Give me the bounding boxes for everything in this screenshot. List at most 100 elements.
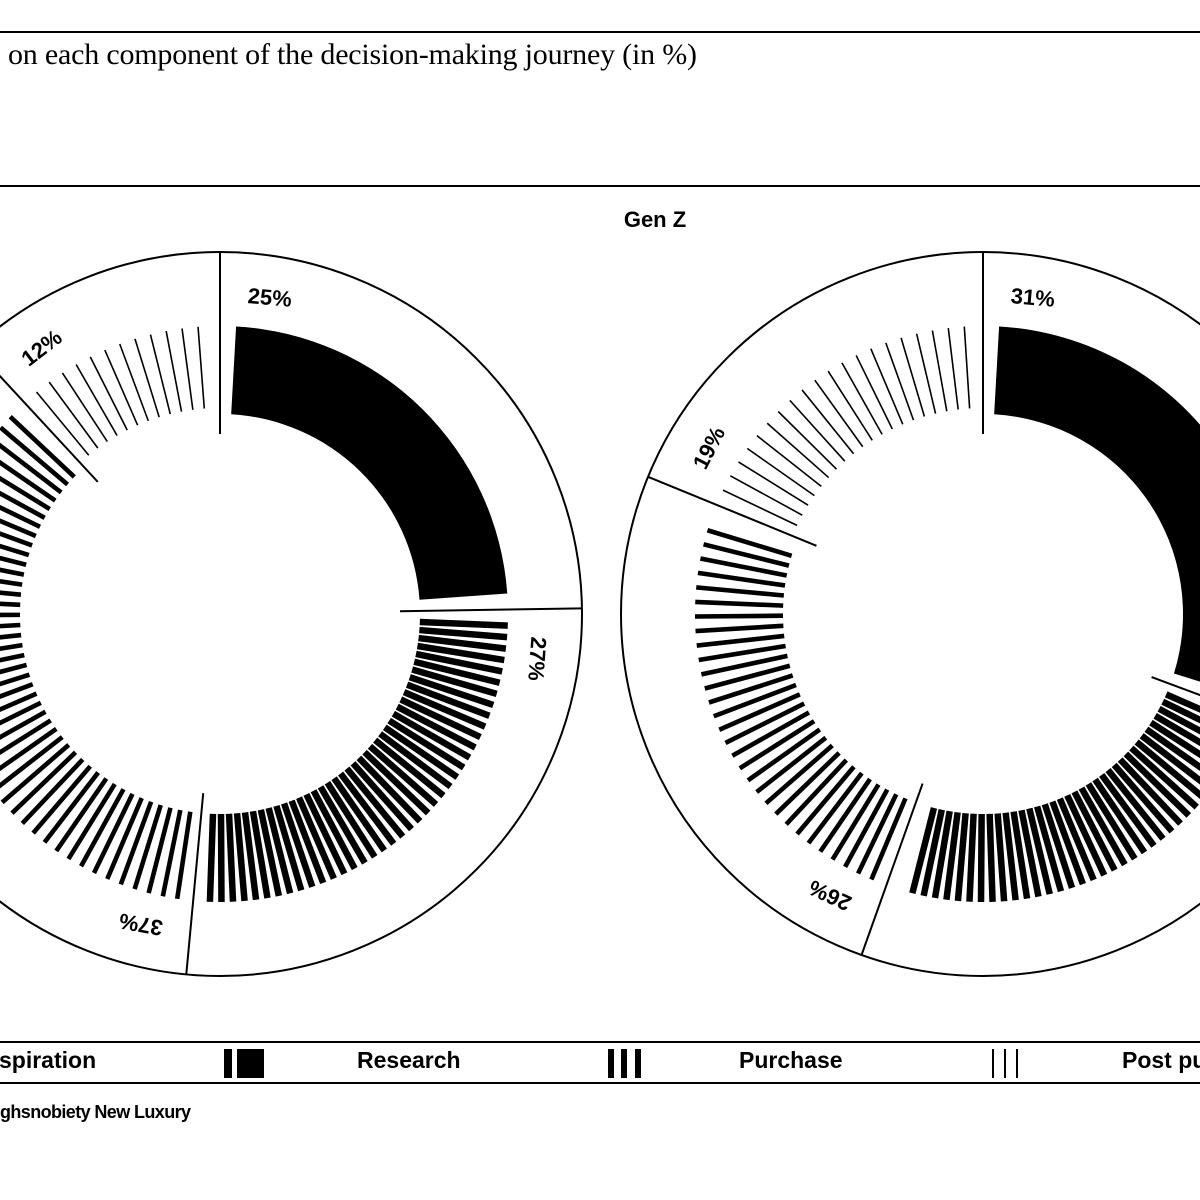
slice-hatch-line xyxy=(0,709,47,740)
slice-label-post-purchase: 12% xyxy=(17,324,67,371)
slice-separator xyxy=(0,374,99,483)
slice-hatch-line xyxy=(1099,773,1157,848)
slice-hatch-line xyxy=(174,811,193,900)
slice-hatch-line xyxy=(1071,790,1118,872)
slice-hatch-line xyxy=(31,764,93,835)
slice-hatch-line xyxy=(310,789,358,871)
slice-hatch-line xyxy=(1157,705,1200,735)
slice-hatch-line xyxy=(378,731,453,790)
slice-hatch-line xyxy=(746,447,815,497)
slice-hatch-line xyxy=(399,696,482,741)
slice-hatch-line xyxy=(415,650,503,675)
slice-hatch-line xyxy=(986,813,996,902)
slice-hatch-line xyxy=(708,673,794,705)
slice-hatch-line xyxy=(909,807,938,895)
slice-hatch-line xyxy=(91,792,135,874)
slice-hatch-line xyxy=(1123,751,1192,818)
slice-separator xyxy=(1151,676,1200,697)
legend-swatch-post-purchase xyxy=(992,1049,1024,1078)
slice-hatch-line xyxy=(746,727,822,783)
slice-hatch-line xyxy=(695,599,784,608)
donut-chart-1: 25% 27% 37% 12% xyxy=(0,251,583,977)
slice-hatch-line xyxy=(362,749,431,816)
slice-hatch-line xyxy=(931,810,953,899)
slice-hatch-line xyxy=(395,703,477,751)
slice-hatch-line xyxy=(104,349,139,426)
slice-hatch-line xyxy=(722,489,798,527)
slice-hatch-line xyxy=(356,755,423,824)
slice-hatch-line xyxy=(273,804,305,892)
slice-hatch-line xyxy=(0,735,64,789)
slice-hatch-line xyxy=(920,809,945,897)
slice-post-purchase xyxy=(35,326,206,456)
slice-hatch-line xyxy=(1018,809,1042,898)
slice-hatch-line xyxy=(197,326,206,409)
slice-separator xyxy=(185,793,205,975)
slice-hatch-line xyxy=(149,334,172,415)
slice-hatch-line xyxy=(764,743,834,806)
slice-hatch-line xyxy=(806,771,864,845)
slice-hatch-line xyxy=(1134,739,1200,799)
slice-hatch-line xyxy=(1117,757,1183,826)
slice-separator xyxy=(860,783,924,956)
slice-hatch-line xyxy=(977,813,985,903)
header-rule xyxy=(0,185,1200,187)
slice-hatch-line xyxy=(784,758,849,826)
slice-hatch-line xyxy=(1064,794,1108,877)
slice-hatch-line xyxy=(118,343,150,422)
slice-hatch-line xyxy=(0,518,37,539)
slice-hatch-line xyxy=(841,362,883,435)
slice-hatch-line xyxy=(0,504,42,529)
slice-hatch-line xyxy=(706,528,793,559)
slice-hatch-line xyxy=(966,813,977,902)
slice-hatch-line xyxy=(331,776,387,853)
slice-hatch-line xyxy=(0,590,22,597)
slice-hatch-line xyxy=(699,556,788,578)
slice-hatch-line xyxy=(0,622,21,629)
slice-research xyxy=(909,691,1200,903)
legend-swatch-research xyxy=(224,1049,264,1078)
slice-hatch-line xyxy=(0,652,25,663)
slice-hatch-line xyxy=(801,389,855,455)
slice-hatch-line xyxy=(66,782,117,861)
slice-hatch-line xyxy=(0,459,57,503)
slice-label-purchase: 26% xyxy=(805,875,855,916)
slice-hatch-line xyxy=(1002,812,1019,901)
slice-hatch-line xyxy=(795,765,856,836)
slice-hatch-line xyxy=(766,422,830,479)
slice-hatch-line xyxy=(963,326,971,409)
slice-hatch-line xyxy=(855,355,894,430)
slice-separator xyxy=(647,475,817,547)
slice-hatch-line xyxy=(249,810,271,899)
slice-hatch-line xyxy=(700,653,788,677)
slice-hatch-line xyxy=(900,337,926,417)
slice-hatch-line xyxy=(225,813,237,902)
slice-hatch-line xyxy=(418,634,507,652)
slice-hatch-line xyxy=(413,658,501,686)
slice-label-purchase: 37% xyxy=(117,908,165,941)
slice-hatch-line xyxy=(756,434,822,488)
slice-hatch-line xyxy=(0,700,42,726)
slice-hatch-line xyxy=(954,812,969,902)
slice-hatch-line xyxy=(1129,745,1199,810)
slice-hatch-line xyxy=(405,681,491,719)
slice-post-purchase xyxy=(722,326,971,527)
slice-hatch-line xyxy=(0,691,38,712)
slice-hatch-line xyxy=(146,807,173,894)
slice-hatch-line xyxy=(89,356,128,431)
slice-hatch-line xyxy=(947,328,959,410)
slice-hatch-line xyxy=(712,682,797,719)
slice-hatch-line xyxy=(1111,762,1175,834)
slice-hatch-line xyxy=(181,328,194,410)
slice-hatch-line xyxy=(915,333,937,414)
slice-hatch-line xyxy=(696,585,785,598)
slice-hatch-line xyxy=(1164,691,1200,713)
slice-hatch-line xyxy=(338,771,397,846)
legend-label-purchase: Purchase xyxy=(739,1047,843,1073)
slice-hatch-line xyxy=(703,542,790,568)
slice-hatch-line xyxy=(731,710,811,758)
slice-hatch-line xyxy=(1026,807,1053,895)
slice-hatch-line xyxy=(206,813,217,902)
slice-hatch-line xyxy=(35,391,90,456)
slice-hatch-line xyxy=(0,579,23,587)
